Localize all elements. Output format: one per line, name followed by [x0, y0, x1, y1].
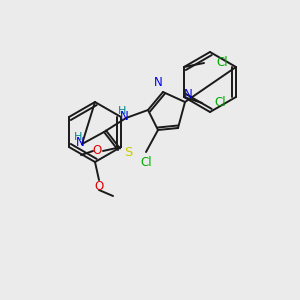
Text: N: N [120, 110, 128, 124]
Text: Cl: Cl [216, 56, 228, 70]
Text: N: N [184, 88, 192, 100]
Text: N: N [76, 136, 84, 149]
Text: H: H [74, 132, 82, 142]
Text: Cl: Cl [214, 97, 226, 110]
Text: O: O [94, 179, 103, 193]
Text: Cl: Cl [140, 155, 152, 169]
Text: S: S [124, 146, 132, 160]
Text: N: N [154, 76, 162, 89]
Text: O: O [92, 145, 102, 158]
Text: H: H [118, 106, 126, 116]
